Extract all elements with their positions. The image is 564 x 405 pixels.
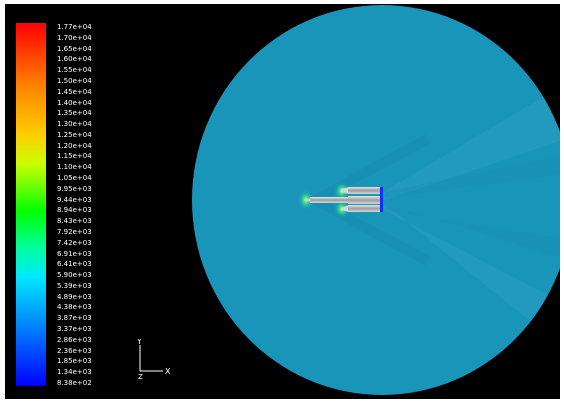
colorbar-label: 1.20e+04 bbox=[57, 141, 92, 150]
colorbar-label: 1.15e+04 bbox=[57, 152, 92, 161]
colorbar-label: 1.10e+04 bbox=[57, 163, 92, 172]
colorbar-label: 6.41e+03 bbox=[57, 260, 92, 269]
colorbar-label: 1.35e+04 bbox=[57, 109, 92, 118]
colorbar-label: 1.55e+04 bbox=[57, 66, 92, 75]
svg-text:Z: Z bbox=[138, 373, 143, 381]
colorbar-label: 6.91e+03 bbox=[57, 249, 92, 258]
colorbar-label: 5.39e+03 bbox=[57, 281, 92, 290]
colorbar-label: 4.89e+03 bbox=[57, 292, 92, 301]
axis-triad: Y X Z bbox=[136, 339, 171, 381]
colorbar-label: 1.34e+03 bbox=[57, 368, 92, 377]
colorbar-label: 8.43e+03 bbox=[57, 217, 92, 226]
colorbar-label: 1.40e+04 bbox=[57, 98, 92, 107]
colorbar-label: 2.86e+03 bbox=[57, 335, 92, 344]
colorbar-label: 1.05e+04 bbox=[57, 174, 92, 183]
axis-x-label: X bbox=[165, 367, 171, 376]
colorbar-label: 8.94e+03 bbox=[57, 206, 92, 215]
colorbar-gradient bbox=[16, 23, 46, 386]
colorbar-label: 3.37e+03 bbox=[57, 325, 92, 334]
colorbar-label: 1.70e+04 bbox=[57, 33, 92, 42]
colorbar-label: 5.90e+03 bbox=[57, 271, 92, 280]
shock-waves bbox=[305, 84, 560, 349]
colorbar-label: 1.25e+04 bbox=[57, 130, 92, 139]
colorbar-label: 1.65e+04 bbox=[57, 44, 92, 53]
colorbar-label: 3.87e+03 bbox=[57, 314, 92, 323]
colorbar-label: 8.38e+02 bbox=[57, 379, 92, 387]
colorbar-label: 1.50e+04 bbox=[57, 76, 92, 85]
colorbar-label: 7.42e+03 bbox=[57, 238, 92, 247]
colorbar-label: 9.44e+03 bbox=[57, 195, 92, 204]
graphics-window[interactable]: 1.77e+04 1.70e+04 1.65e+04 1.60e+04 1.55e+04… bbox=[5, 4, 560, 399]
colorbar-label: 1.45e+04 bbox=[57, 87, 92, 96]
colorbar-label: 1.30e+04 bbox=[57, 120, 92, 129]
colorbar-label: 9.95e+03 bbox=[57, 184, 92, 193]
colorbar-label: 1.85e+03 bbox=[57, 357, 92, 366]
contour-plot[interactable] bbox=[5, 4, 560, 399]
colorbar-label: 7.92e+03 bbox=[57, 227, 92, 236]
vehicle-body bbox=[298, 182, 383, 218]
colorbar-label: 2.36e+03 bbox=[57, 346, 92, 355]
axis-y-label: Y bbox=[136, 339, 142, 346]
colorbar-label: 1.77e+04 bbox=[57, 23, 92, 31]
colorbar-label: 4.38e+03 bbox=[57, 303, 92, 312]
colorbar-label: 1.60e+04 bbox=[57, 55, 92, 64]
